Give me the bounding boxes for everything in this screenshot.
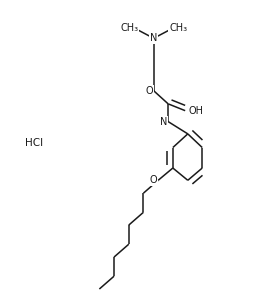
- Text: OH: OH: [188, 106, 203, 116]
- Text: HCl: HCl: [25, 138, 43, 148]
- Text: O: O: [145, 86, 153, 96]
- Text: CH₃: CH₃: [120, 23, 138, 33]
- Text: O: O: [150, 175, 157, 185]
- Text: N: N: [150, 33, 157, 43]
- Text: CH₃: CH₃: [169, 23, 187, 33]
- Text: N: N: [160, 117, 167, 127]
